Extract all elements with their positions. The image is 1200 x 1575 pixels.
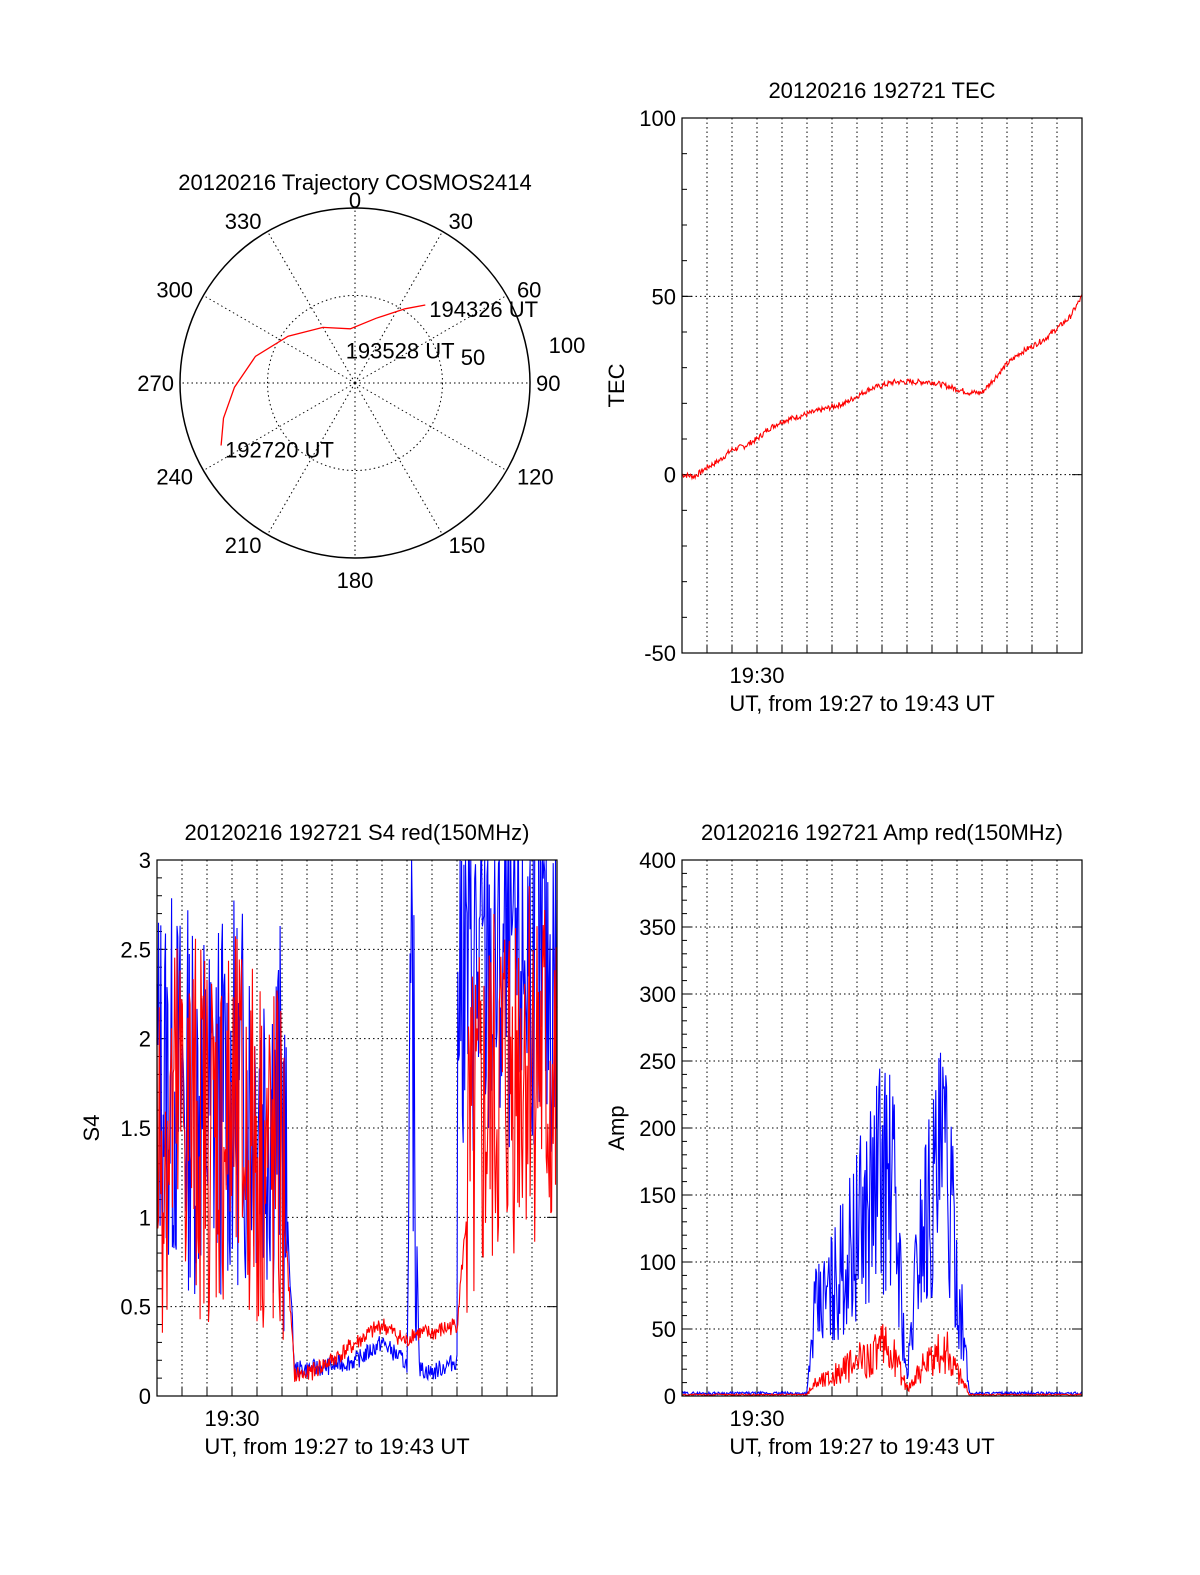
tec-xtick-label: 19:30: [729, 663, 784, 688]
azimuth-label-120: 120: [517, 465, 554, 490]
amp-ytick-label-50: 50: [652, 1317, 676, 1342]
azimuth-label-330: 330: [225, 209, 262, 234]
s4-ytick-label-3: 3: [139, 848, 151, 873]
trajectory-time-label-0: 192720 UT: [225, 437, 334, 462]
tec-title: 20120216 192721 TEC: [768, 78, 995, 103]
azimuth-label-30: 30: [449, 209, 473, 234]
s4-ylabel: S4: [79, 1115, 104, 1142]
s4-ytick-label-1.5: 1.5: [120, 1116, 151, 1141]
tec-ytick-label-0: 0: [664, 463, 676, 488]
amp-series-blue: [681, 1052, 1083, 1397]
polar-ring-50: [267, 295, 443, 471]
azimuth-label-180: 180: [337, 568, 374, 593]
amp-ytick-label-400: 400: [639, 848, 676, 873]
tec-xlabel: UT, from 19:27 to 19:43 UT: [729, 691, 994, 716]
azimuth-label-90: 90: [536, 371, 560, 396]
amp-xtick-label: 19:30: [729, 1406, 784, 1431]
amp-ytick-label-350: 350: [639, 915, 676, 940]
s4-title: 20120216 192721 S4 red(150MHz): [185, 820, 530, 845]
s4-chart: 0 0.5 1 1.5 2 2.5 3 20120216 192721 S4 red(150M…: [79, 820, 558, 1459]
amp-ytick-label-100: 100: [639, 1250, 676, 1275]
s4-xtick-label: 19:30: [204, 1406, 259, 1431]
tec-series-red: [681, 294, 1083, 481]
s4-plot-frame: [156, 859, 558, 1397]
tec-ytick-label-50: 50: [652, 284, 676, 309]
s4-ytick-label-1: 1: [139, 1205, 151, 1230]
elevation-label-100: 100: [549, 333, 586, 358]
polar-outer-ring: [179, 207, 531, 559]
azimuth-label-210: 210: [225, 533, 262, 558]
s4-ytick-label-2.5: 2.5: [120, 937, 151, 962]
trajectory-line: [220, 304, 426, 446]
amp-xlabel: UT, from 19:27 to 19:43 UT: [729, 1434, 994, 1459]
trajectory-time-label-2: 194326 UT: [429, 297, 538, 322]
s4-ytick-label-2: 2: [139, 1027, 151, 1052]
amp-ytick-label-0: 0: [664, 1384, 676, 1409]
tec-ylabel: TEC: [604, 363, 629, 407]
amp-plot-frame: [681, 859, 1083, 1397]
s4-ytick-label-0: 0: [139, 1384, 151, 1409]
azimuth-label-300: 300: [156, 278, 193, 303]
amp-ytick-label-250: 250: [639, 1049, 676, 1074]
amp-ytick-label-200: 200: [639, 1116, 676, 1141]
amp-ytick-label-300: 300: [639, 982, 676, 1007]
amp-chart: 0 50 100 150 200 250 300 350 400 20120216 192721 …: [604, 820, 1083, 1459]
trajectory-title: 20120216 Trajectory COSMOS2414: [178, 170, 531, 195]
tec-chart: -50 0 50 100 20120216 192721 TEC 19:30 UT, fro…: [604, 78, 1083, 716]
azimuth-label-270: 270: [137, 371, 174, 396]
elevation-label-50: 50: [461, 345, 485, 370]
azimuth-label-0: 0: [349, 188, 361, 213]
amp-ytick-label-150: 150: [639, 1183, 676, 1208]
amp-ylabel: Amp: [604, 1105, 629, 1150]
azimuth-label-60: 60: [517, 278, 541, 303]
amp-title: 20120216 192721 Amp red(150MHz): [701, 820, 1063, 845]
s4-xlabel: UT, from 19:27 to 19:43 UT: [204, 1434, 469, 1459]
trajectory-time-label-1: 193528 UT: [346, 338, 455, 363]
s4-series-red: [156, 886, 558, 1382]
tec-plot-frame: [681, 117, 1083, 654]
tec-ytick-label--50: -50: [644, 641, 676, 666]
azimuth-label-150: 150: [449, 533, 486, 558]
amp-series-red: [682, 1324, 1083, 1397]
azimuth-label-240: 240: [156, 465, 193, 490]
s4-ytick-label-0.5: 0.5: [120, 1295, 151, 1320]
tec-ytick-label-100: 100: [639, 106, 676, 131]
